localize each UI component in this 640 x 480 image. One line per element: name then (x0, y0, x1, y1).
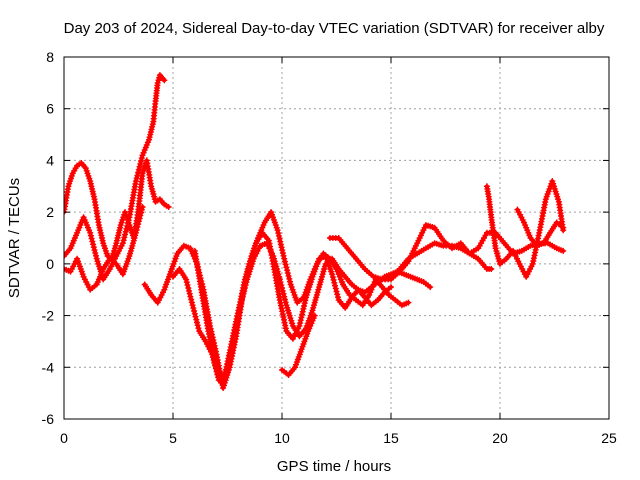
x-tick-label: 25 (601, 430, 617, 446)
ticks (63, 56, 610, 420)
data-point-marker (388, 284, 394, 291)
data-point-marker (138, 209, 144, 216)
y-tick-labels: -6 -4 -2 0 2 4 6 8 (42, 49, 55, 427)
series-layer (64, 72, 567, 391)
data-point-marker (135, 218, 142, 225)
x-tick-label: 15 (383, 430, 399, 446)
data-point-marker (124, 220, 131, 227)
data-point-marker (311, 312, 318, 319)
satellite-track-2 (64, 72, 168, 283)
data-point-marker (187, 293, 194, 300)
data-point-marker (488, 266, 495, 272)
y-tick-label: -4 (42, 359, 55, 375)
x-tick-label: 0 (60, 430, 68, 446)
data-point-marker (285, 272, 292, 279)
y-tick-label: -2 (42, 308, 55, 324)
data-point-marker (277, 279, 284, 286)
data-point-marker (134, 224, 141, 231)
data-point-marker (87, 229, 94, 236)
data-point-marker (124, 222, 131, 229)
x-axis-label: GPS time / hours (277, 458, 391, 475)
data-point-marker (334, 291, 341, 298)
y-tick-label: 8 (46, 49, 54, 65)
data-point-marker (329, 271, 336, 278)
data-point-marker (138, 158, 144, 164)
y-tick-label: -6 (42, 411, 55, 427)
data-point-marker (560, 247, 567, 254)
x-tick-label: 10 (274, 430, 290, 446)
data-point-marker (243, 279, 250, 286)
data-point-marker (135, 166, 142, 173)
satellite-track-7 (279, 312, 318, 378)
data-point-marker (405, 299, 412, 306)
data-point-marker (161, 77, 168, 84)
data-point-marker (139, 204, 146, 210)
data-point-marker (134, 172, 141, 179)
data-point-marker (332, 282, 338, 289)
y-tick-label: 4 (46, 152, 54, 168)
x-tick-label: 20 (492, 430, 508, 446)
satellite-track-10 (483, 178, 567, 280)
data-point-marker (282, 299, 289, 306)
data-point-marker (560, 224, 567, 231)
data-point-marker (122, 231, 128, 238)
data-point-marker (120, 237, 127, 244)
data-point-marker (190, 305, 197, 312)
data-point-marker (427, 284, 434, 291)
satellite-track-3 (64, 204, 146, 293)
data-point-marker (192, 313, 199, 320)
x-tick-label: 5 (169, 430, 177, 446)
plot-frame (63, 56, 610, 420)
satellite-track-11 (514, 206, 567, 249)
data-point-marker (241, 285, 248, 291)
satellite-track-9 (379, 222, 495, 283)
data-point-marker (239, 296, 245, 303)
x-tick-labels: 0 5 10 15 20 25 (60, 430, 617, 446)
y-tick-label: 6 (46, 101, 54, 117)
data-point-marker (88, 235, 95, 242)
y-tick-label: 0 (46, 256, 54, 272)
data-point-marker (188, 299, 195, 306)
data-point-marker (92, 249, 99, 256)
chart-title: Day 203 of 2024, Sidereal Day-to-day VTE… (64, 20, 605, 37)
data-point-marker (132, 229, 139, 236)
data-point-marker (279, 287, 286, 294)
y-tick-label: 2 (46, 204, 54, 220)
data-point-marker (282, 261, 289, 268)
data-point-marker (195, 325, 202, 332)
data-point-marker (132, 178, 139, 185)
y-axis-label: SDTVAR / TECUs (6, 178, 23, 298)
data-point-marker (90, 241, 97, 248)
data-point-marker (165, 204, 172, 210)
data-point-marker (184, 282, 191, 289)
data-point-marker (89, 238, 96, 245)
